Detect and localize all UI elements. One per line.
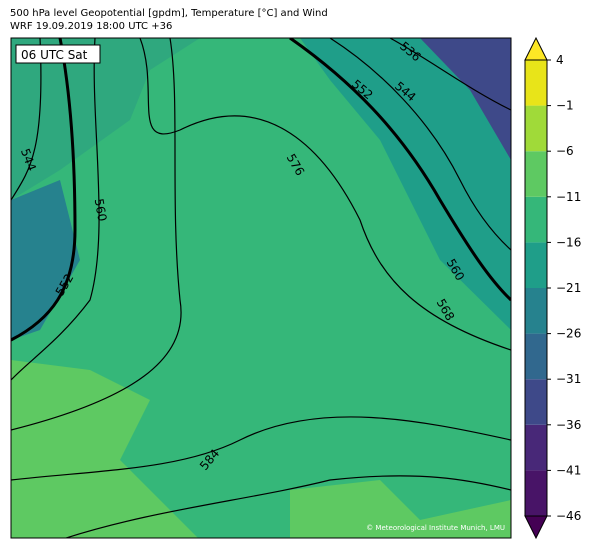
colorbar-tick-label: −16 — [556, 235, 581, 249]
credit: © Meteorological Institute Munich, LMU — [366, 524, 505, 532]
colorbar-tick-label: −31 — [556, 372, 581, 386]
colorbar-tick-label: −11 — [556, 190, 581, 204]
colorbar-band — [525, 151, 547, 197]
colorbar-tick-label: −6 — [556, 144, 574, 158]
colorbar-tick-label: −46 — [556, 509, 581, 523]
colorbar-tick-label: −21 — [556, 281, 581, 295]
colorbar-band — [525, 424, 547, 471]
contour-label: 560 — [92, 197, 110, 222]
time-label: 06 UTC Sat — [21, 48, 88, 62]
colorbar-band — [525, 105, 547, 152]
colorbar-extend — [524, 515, 548, 540]
map: 06 UTC Sat © Meteorological Institute Mu… — [10, 37, 512, 539]
colorbar-band — [525, 379, 547, 425]
colorbar-band — [525, 470, 547, 516]
time-box — [15, 44, 101, 64]
colorbar-tick-label: −36 — [556, 418, 581, 432]
title: 500 hPa level Geopotential [gpdm], Tempe… — [10, 8, 328, 19]
colorbar-band — [525, 288, 547, 334]
colorbar-tick-label: −1 — [556, 99, 574, 113]
colorbar-extend — [524, 36, 548, 61]
colorbar-tick-label: 4 — [556, 53, 564, 67]
colorbar-band — [525, 196, 547, 243]
subtitle: WRF 19.09.2019 18:00 UTC +36 — [10, 21, 172, 32]
colorbar-tick-label: −26 — [556, 327, 581, 341]
colorbar-tick-label: −41 — [556, 463, 581, 477]
colorbar-band — [525, 333, 547, 380]
colorbar-band — [525, 60, 547, 106]
colorbar: 4 −1 −6 −11 −16 −21 −26 −31 −36 −41 −46 — [524, 36, 581, 540]
colorbar-band — [525, 242, 547, 288]
